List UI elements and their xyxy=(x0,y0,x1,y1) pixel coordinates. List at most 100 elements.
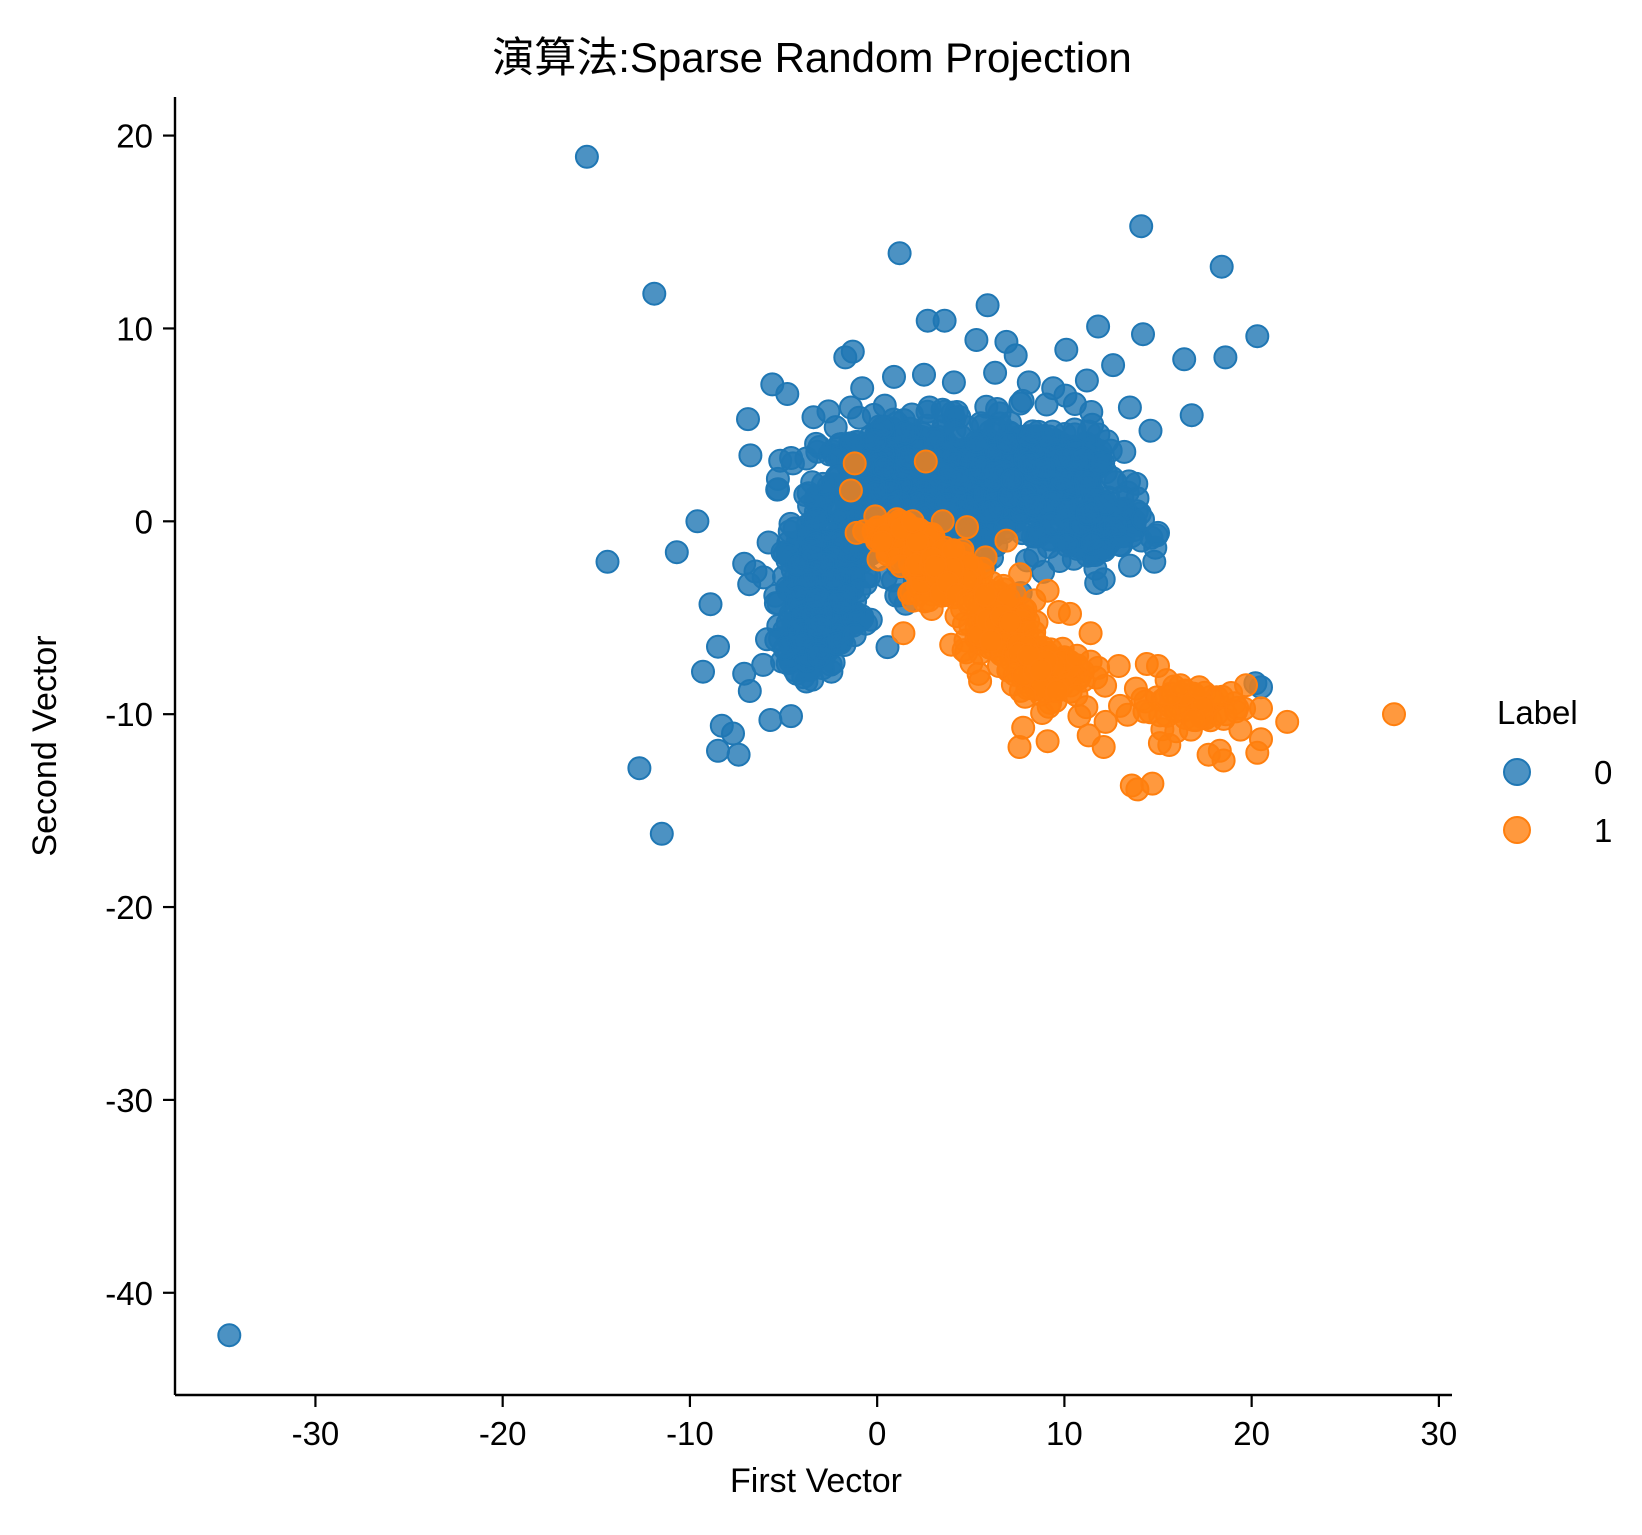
point-series-1 xyxy=(994,528,1019,553)
point-series-0 xyxy=(838,395,863,420)
point-series-0 xyxy=(798,537,823,562)
point-series-0 xyxy=(780,451,805,476)
point-series-1 xyxy=(930,509,955,534)
y-tick-label: -40 xyxy=(105,1275,153,1312)
point-series-1 xyxy=(842,451,867,476)
point-series-0 xyxy=(804,507,829,532)
point-series-0 xyxy=(1074,368,1099,393)
point-series-1 xyxy=(998,610,1023,635)
point-series-0 xyxy=(827,590,852,615)
point-series-1 xyxy=(891,621,916,646)
point-series-1 xyxy=(1108,693,1132,718)
y-tick-label: 20 xyxy=(116,118,153,155)
point-series-0 xyxy=(821,566,846,590)
point-series-0 xyxy=(850,376,875,401)
point-series-1 xyxy=(1035,578,1060,603)
point-series-0 xyxy=(763,591,788,616)
point-series-1 xyxy=(1064,683,1089,708)
point-series-1 xyxy=(900,509,925,534)
point-series-0 xyxy=(1129,214,1154,239)
y-tick-label: 0 xyxy=(135,503,153,540)
x-tick-label: 0 xyxy=(868,1415,886,1452)
y-tick-label: -20 xyxy=(105,889,153,926)
point-series-1 xyxy=(905,529,930,554)
point-series-0 xyxy=(706,738,730,763)
point-series-1 xyxy=(1147,731,1172,756)
point-series-0 xyxy=(807,644,832,669)
point-series-0 xyxy=(1020,419,1045,444)
point-series-0 xyxy=(842,623,867,648)
legend: Label 0 1 xyxy=(1497,694,1612,849)
legend-label-0: 0 xyxy=(1594,754,1612,791)
point-series-0 xyxy=(649,821,674,846)
point-series-1 xyxy=(951,638,976,663)
point-series-0 xyxy=(737,679,762,703)
x-ticks: -30 -20 -10 0 10 20 30 xyxy=(292,1395,1457,1452)
point-series-0 xyxy=(872,455,896,480)
point-series-0 xyxy=(1213,345,1238,370)
point-series-0 xyxy=(863,480,888,505)
point-series-1 xyxy=(1138,700,1163,725)
point-series-0 xyxy=(785,552,810,577)
point-series-1 xyxy=(1275,709,1300,734)
point-series-0 xyxy=(1245,324,1270,349)
point-series-0 xyxy=(1000,467,1024,492)
point-series-0 xyxy=(1172,347,1197,372)
point-series-0 xyxy=(840,339,865,364)
point-series-0 xyxy=(1031,456,1056,481)
point-series-1 xyxy=(1013,684,1038,709)
point-series-1 xyxy=(1196,742,1221,767)
point-series-1 xyxy=(1058,601,1082,626)
point-series-1 xyxy=(1035,729,1060,754)
point-series-0 xyxy=(964,328,989,352)
point-series-1 xyxy=(1030,701,1055,725)
point-series-0 xyxy=(217,1323,242,1348)
point-series-0 xyxy=(912,362,936,387)
point-series-1 xyxy=(1086,655,1111,680)
legend-title: Label xyxy=(1497,694,1578,731)
point-series-0 xyxy=(932,308,957,333)
point-series-0 xyxy=(736,407,760,432)
point-series-1 xyxy=(968,669,993,694)
legend-marker-1 xyxy=(1503,816,1531,844)
point-series-0 xyxy=(1146,520,1170,545)
point-series-1 xyxy=(1011,715,1036,740)
point-series-0 xyxy=(664,540,689,565)
point-series-1 xyxy=(844,520,869,545)
point-series-1 xyxy=(1382,702,1406,727)
point-series-0 xyxy=(1022,493,1047,518)
point-series-1 xyxy=(838,478,863,503)
legend-marker-0 xyxy=(1503,758,1531,786)
point-series-0 xyxy=(816,399,841,424)
point-series-0 xyxy=(1093,491,1118,516)
point-series-0 xyxy=(775,382,800,406)
point-series-1 xyxy=(1106,654,1131,678)
point-series-0 xyxy=(964,429,989,454)
point-series-0 xyxy=(1179,403,1204,428)
point-series-1 xyxy=(978,628,1003,653)
point-series-0 xyxy=(1112,439,1137,464)
point-series-0 xyxy=(887,241,912,266)
y-tick-label: -10 xyxy=(105,696,153,733)
point-series-1 xyxy=(986,654,1011,678)
point-series-0 xyxy=(922,427,947,452)
point-series-1 xyxy=(863,504,888,529)
point-series-0 xyxy=(1138,418,1163,443)
point-series-0 xyxy=(1118,553,1142,578)
point-series-0 xyxy=(721,721,745,746)
point-series-1 xyxy=(1123,676,1148,701)
point-series-1 xyxy=(869,530,894,555)
point-series-0 xyxy=(1117,395,1142,420)
point-series-1 xyxy=(1008,562,1033,587)
y-ticks: 20 10 0 -10 -20 -30 -40 xyxy=(105,118,175,1312)
chart-title: 演算法:Sparse Random Projection xyxy=(492,34,1132,81)
point-series-1 xyxy=(923,554,948,579)
point-series-1 xyxy=(1187,675,1212,700)
point-series-0 xyxy=(941,370,966,395)
y-axis-label: Second Vector xyxy=(26,635,64,856)
point-series-0 xyxy=(1209,254,1234,279)
x-tick-label: -30 xyxy=(292,1415,340,1452)
point-series-0 xyxy=(574,144,599,169)
point-series-0 xyxy=(1086,314,1111,339)
